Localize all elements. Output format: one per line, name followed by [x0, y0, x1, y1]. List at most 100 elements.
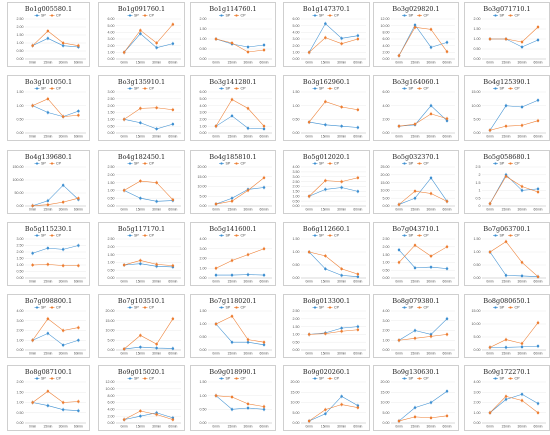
data-point [429, 254, 433, 258]
series-line-cp [308, 404, 358, 422]
data-point [230, 273, 234, 277]
legend-marker [235, 234, 238, 237]
y-tick-label: 0.50 [474, 263, 481, 267]
data-point [520, 124, 524, 127]
x-tick-label: 0min [121, 425, 128, 429]
x-tick-label: 60min [260, 280, 269, 284]
legend-marker [509, 234, 512, 237]
x-tick-label: 0min [395, 352, 402, 356]
x-tick-label: 0min [121, 208, 128, 212]
data-point [445, 119, 449, 122]
data-point [230, 340, 234, 344]
y-tick-label: 20.00 [381, 173, 390, 177]
y-tick-label: 0.00 [17, 131, 24, 135]
data-point [139, 29, 142, 32]
chart-svg: Bo3g141280.1SP CP 0.00 1.00 2.00 3.00 4.00 5.00… [200, 78, 272, 139]
data-point [122, 347, 126, 351]
data-point [413, 329, 417, 332]
series-line-sp [308, 23, 358, 53]
y-tick-label: 2.00 [17, 380, 24, 384]
chart-legend: SP CP [127, 87, 155, 91]
data-point [429, 416, 433, 420]
chart-svg: Bo4g139680.1SP CP 0.00 50.00 100.00 150.00 0mi… [13, 153, 86, 212]
legend-marker [50, 162, 54, 165]
data-point [230, 196, 234, 200]
chart-svg: Bo3g135910.1SP CP 0.00 0.50 1.00 1.50 2.00 2.50… [108, 78, 181, 139]
data-point [31, 104, 34, 107]
x-tick-label: 15min [502, 61, 511, 65]
series-line-sp [308, 251, 358, 277]
data-point [397, 261, 401, 264]
y-tick-label: 2.50 [293, 309, 300, 313]
x-tick-label: 30min [518, 135, 527, 139]
x-tick-label: 60min [443, 135, 452, 139]
legend-label: SP [500, 14, 505, 18]
series-line-cp [309, 251, 358, 275]
x-tick-label: 0min [486, 135, 493, 139]
series-line-cp [32, 390, 79, 403]
y-tick-label: 0.50 [17, 118, 24, 122]
x-tick-label: 0min [212, 135, 219, 139]
y-tick-label: 10.00 [198, 185, 207, 189]
legend-label: SP [409, 377, 414, 381]
y-tick-label: 1.00 [17, 41, 24, 45]
chart-legend: SP CP [402, 162, 429, 166]
chart-legend: SP CP [34, 14, 62, 18]
y-tick-label: 10.00 [381, 189, 390, 193]
y-tick-label: 1.5 [476, 181, 481, 185]
chart-svg: Bo7g103510.1SP CP 0.00 5.00 10.00 15.00 20.00 0… [106, 297, 181, 356]
x-tick-label: 15min [228, 61, 237, 65]
y-tick-label: 2.00 [474, 401, 481, 405]
chart-legend: SP CP [219, 14, 246, 18]
series-line-cp [398, 27, 448, 56]
y-tick-label: 1.50 [293, 237, 300, 241]
legend-marker [313, 14, 317, 17]
data-point [262, 124, 266, 128]
y-tick-label: 0.00 [383, 204, 390, 208]
legend-marker [418, 14, 421, 17]
x-tick-label: 15min [43, 425, 52, 429]
data-point [324, 179, 327, 182]
y-tick-label: 2.00 [383, 118, 390, 122]
data-point [429, 265, 433, 269]
data-point [340, 124, 343, 128]
chart-svg: Bo8g079380.1SP CP 0.00 1.00 2.00 3.00 4.00 0min… [383, 297, 455, 356]
series-line-sp [32, 38, 79, 48]
legend-marker [403, 14, 406, 17]
data-point [536, 38, 540, 42]
chart-title: Bo5g115230.1 [25, 225, 72, 233]
y-tick-label: 5.00 [293, 411, 300, 415]
data-point [139, 409, 142, 413]
chart-legend: SP CP [312, 87, 340, 91]
y-tick-label: 4.00 [383, 309, 390, 313]
x-tick-label: 30min [518, 61, 527, 65]
data-point [46, 203, 50, 206]
x-tick-label: 0min [486, 208, 493, 212]
data-point [340, 105, 343, 109]
data-point [445, 245, 449, 249]
series-line-sp [32, 333, 79, 346]
legend-marker [509, 162, 512, 165]
chart-panel: Bo1g091760.1 SP CP 0.00 1.00 2.00 3.00 4.00 5.00… [98, 2, 185, 67]
chart-svg: Bo7g043710.1SP CP 0.00 0.50 1.00 1.50 2.00 2.50… [383, 225, 455, 284]
legend-marker [35, 162, 39, 165]
x-tick-label: 30min [152, 352, 161, 356]
legend-marker [143, 377, 147, 380]
legend-label: CP [149, 377, 155, 381]
x-tick-label: 0min [306, 425, 313, 429]
x-tick-label: 0min [212, 280, 219, 284]
x-tick-label: 15min [228, 208, 237, 212]
chart-svg: Bo7g118020.1SP CP 0.00 0.50 1.00 1.50 0min 15mi… [200, 297, 272, 356]
series-line-cp [215, 248, 265, 269]
data-point [77, 109, 80, 113]
x-tick-label: 0min [395, 61, 402, 65]
legend-label: CP [56, 162, 62, 166]
x-tick-label: 30min [518, 280, 527, 284]
y-tick-label: 2.00 [108, 414, 115, 418]
chart-title: Bo4g139680.1 [25, 153, 72, 161]
series-line-sp [490, 345, 539, 348]
y-tick-label: 3.00 [200, 111, 207, 115]
legend-label: CP [149, 162, 155, 166]
y-tick-label: 0.00 [383, 421, 390, 425]
series-line-sp [215, 115, 265, 130]
